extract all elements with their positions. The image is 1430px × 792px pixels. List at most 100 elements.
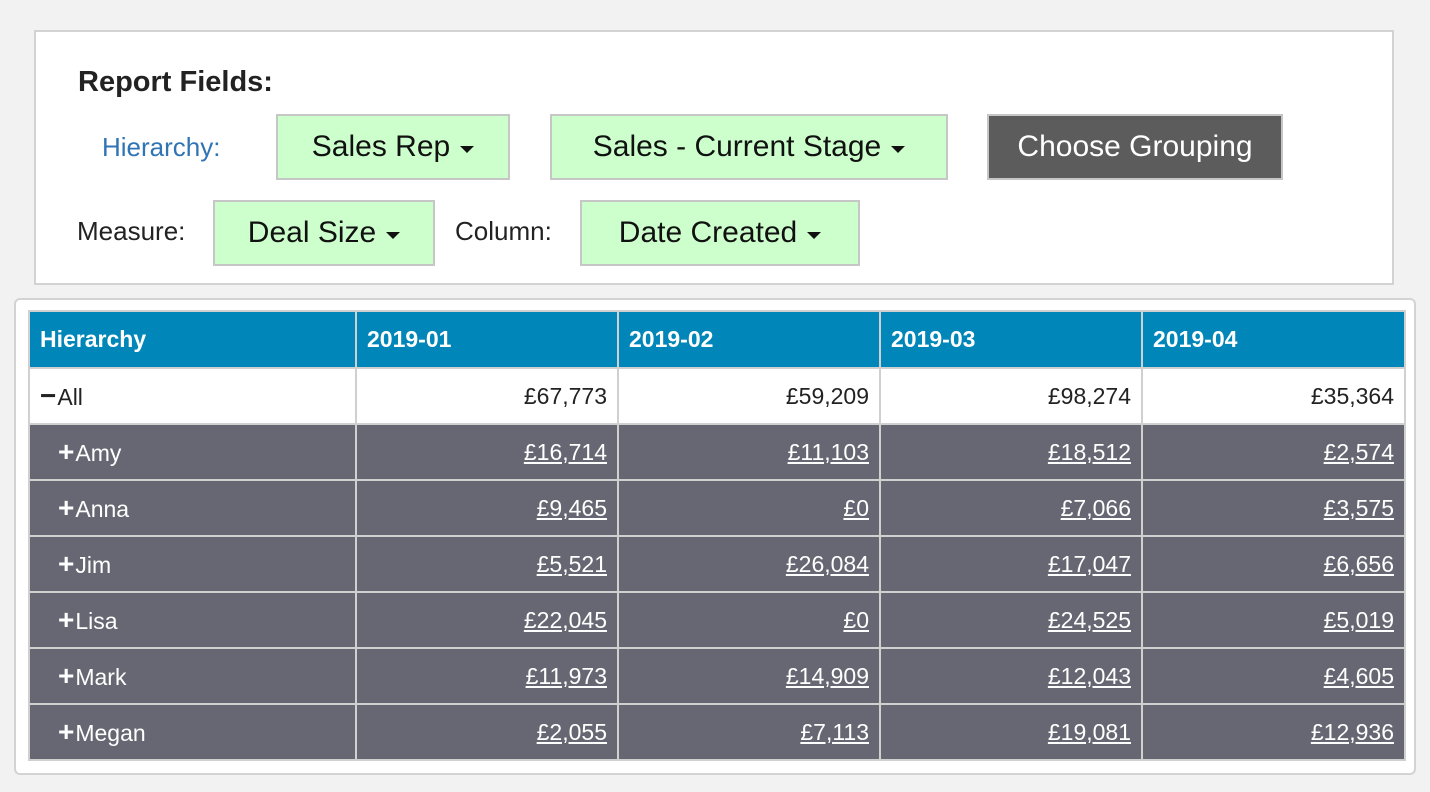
table-row: +Mark £11,973 £14,909 £12,043 £4,605 — [28, 647, 1406, 705]
header-2019-01: 2019-01 — [355, 310, 619, 369]
plus-icon[interactable]: + — [58, 491, 75, 523]
value-cell: £12,043 — [879, 647, 1143, 705]
value-cell: £6,656 — [1141, 535, 1406, 593]
rep-name-cell: +Anna — [28, 479, 357, 537]
measure-label: Measure: — [77, 216, 186, 246]
value-link[interactable]: £7,113 — [800, 718, 869, 745]
caret-down-icon — [807, 231, 822, 239]
rep-name-cell: +Megan — [28, 703, 357, 761]
value-link[interactable]: £12,936 — [1310, 718, 1394, 745]
value-cell: £0 — [617, 591, 881, 649]
value-link[interactable]: £2,055 — [536, 718, 607, 745]
value-cell: £26,084 — [617, 535, 881, 593]
value-link[interactable]: £17,047 — [1047, 550, 1131, 577]
table-row: +Jim £5,521 £26,084 £17,047 £6,656 — [28, 535, 1406, 593]
rep-name-cell: +Amy — [28, 423, 357, 481]
value-link[interactable]: £12,043 — [1047, 662, 1131, 689]
rep-name: Mark — [75, 663, 127, 690]
value-link[interactable]: £5,521 — [536, 550, 607, 577]
table-row: +Amy £16,714 £11,103 £18,512 £2,574 — [28, 423, 1406, 481]
total-value: £59,209 — [617, 367, 881, 425]
total-value: £98,274 — [879, 367, 1143, 425]
value-link[interactable]: £6,656 — [1323, 550, 1394, 577]
column-dropdown[interactable]: Date Created — [580, 200, 860, 266]
rep-name: Amy — [75, 439, 122, 466]
caret-down-icon — [891, 145, 906, 153]
value-link[interactable]: £18,512 — [1047, 438, 1131, 465]
value-cell: £24,525 — [879, 591, 1143, 649]
value-link[interactable]: £5,019 — [1323, 606, 1394, 633]
total-row: −All £67,773 £59,209 £98,274 £35,364 — [28, 367, 1406, 425]
value-cell: £18,512 — [879, 423, 1143, 481]
value-cell: £17,047 — [879, 535, 1143, 593]
header-hierarchy: Hierarchy — [28, 310, 357, 369]
hierarchy-field-current-stage-label: Sales - Current Stage — [592, 130, 882, 163]
caret-down-icon — [460, 145, 475, 153]
choose-grouping-button[interactable]: Choose Grouping — [987, 114, 1283, 180]
value-link[interactable]: £9,465 — [536, 494, 607, 521]
header-2019-04: 2019-04 — [1141, 310, 1406, 369]
value-link[interactable]: £16,714 — [523, 438, 607, 465]
table-row: +Megan £2,055 £7,113 £19,081 £12,936 — [28, 703, 1406, 761]
value-link[interactable]: £7,066 — [1060, 494, 1131, 521]
total-name: All — [57, 383, 83, 410]
value-link[interactable]: £26,084 — [785, 550, 869, 577]
value-cell: £12,936 — [1141, 703, 1406, 761]
rep-name: Jim — [75, 551, 112, 578]
value-link[interactable]: £22,045 — [523, 606, 607, 633]
report-fields-title: Report Fields: — [78, 66, 273, 98]
caret-down-icon — [386, 231, 401, 239]
header-2019-02: 2019-02 — [617, 310, 881, 369]
value-cell: £0 — [617, 479, 881, 537]
total-name-cell: −All — [28, 367, 357, 425]
value-cell: £16,714 — [355, 423, 619, 481]
minus-icon[interactable]: − — [40, 379, 57, 411]
value-link[interactable]: £11,973 — [525, 662, 607, 689]
value-link[interactable]: £4,605 — [1323, 662, 1394, 689]
value-cell: £22,045 — [355, 591, 619, 649]
plus-icon[interactable]: + — [58, 715, 75, 747]
plus-icon[interactable]: + — [58, 659, 75, 691]
value-link[interactable]: £0 — [843, 606, 869, 633]
value-cell: £11,103 — [617, 423, 881, 481]
value-cell: £2,574 — [1141, 423, 1406, 481]
value-link[interactable]: £3,575 — [1323, 494, 1394, 521]
rep-name: Megan — [75, 719, 146, 746]
pivot-table-panel: Hierarchy 2019-01 2019-02 2019-03 2019-0… — [14, 298, 1416, 775]
value-link[interactable]: £24,525 — [1047, 606, 1131, 633]
rep-name-cell: +Jim — [28, 535, 357, 593]
rep-name: Lisa — [75, 607, 118, 634]
pivot-table: Hierarchy 2019-01 2019-02 2019-03 2019-0… — [28, 310, 1406, 761]
plus-icon[interactable]: + — [58, 435, 75, 467]
measure-dropdown[interactable]: Deal Size — [213, 200, 435, 266]
rep-name-cell: +Mark — [28, 647, 357, 705]
value-link[interactable]: £0 — [843, 494, 869, 521]
hierarchy-field-sales-rep-dropdown[interactable]: Sales Rep — [276, 114, 510, 180]
hierarchy-label: Hierarchy: — [102, 132, 221, 162]
value-cell: £11,973 — [355, 647, 619, 705]
total-value: £35,364 — [1141, 367, 1406, 425]
value-link[interactable]: £14,909 — [785, 662, 869, 689]
value-cell: £14,909 — [617, 647, 881, 705]
measure-value: Deal Size — [247, 216, 377, 249]
value-cell: £9,465 — [355, 479, 619, 537]
plus-icon[interactable]: + — [58, 603, 75, 635]
value-link[interactable]: £19,081 — [1047, 718, 1131, 745]
value-cell: £19,081 — [879, 703, 1143, 761]
total-value: £67,773 — [355, 367, 619, 425]
hierarchy-field-current-stage-dropdown[interactable]: Sales - Current Stage — [550, 114, 948, 180]
value-link[interactable]: £2,574 — [1323, 438, 1394, 465]
hierarchy-field-sales-rep-label: Sales Rep — [311, 130, 451, 163]
value-cell: £5,019 — [1141, 591, 1406, 649]
rep-name-cell: +Lisa — [28, 591, 357, 649]
value-cell: £2,055 — [355, 703, 619, 761]
table-row: +Lisa £22,045 £0 £24,525 £5,019 — [28, 591, 1406, 649]
value-cell: £3,575 — [1141, 479, 1406, 537]
value-cell: £7,066 — [879, 479, 1143, 537]
value-link[interactable]: £11,103 — [787, 438, 869, 465]
value-cell: £4,605 — [1141, 647, 1406, 705]
value-cell: £5,521 — [355, 535, 619, 593]
column-label: Column: — [455, 216, 552, 246]
plus-icon[interactable]: + — [58, 547, 75, 579]
header-row: Hierarchy 2019-01 2019-02 2019-03 2019-0… — [28, 310, 1406, 369]
